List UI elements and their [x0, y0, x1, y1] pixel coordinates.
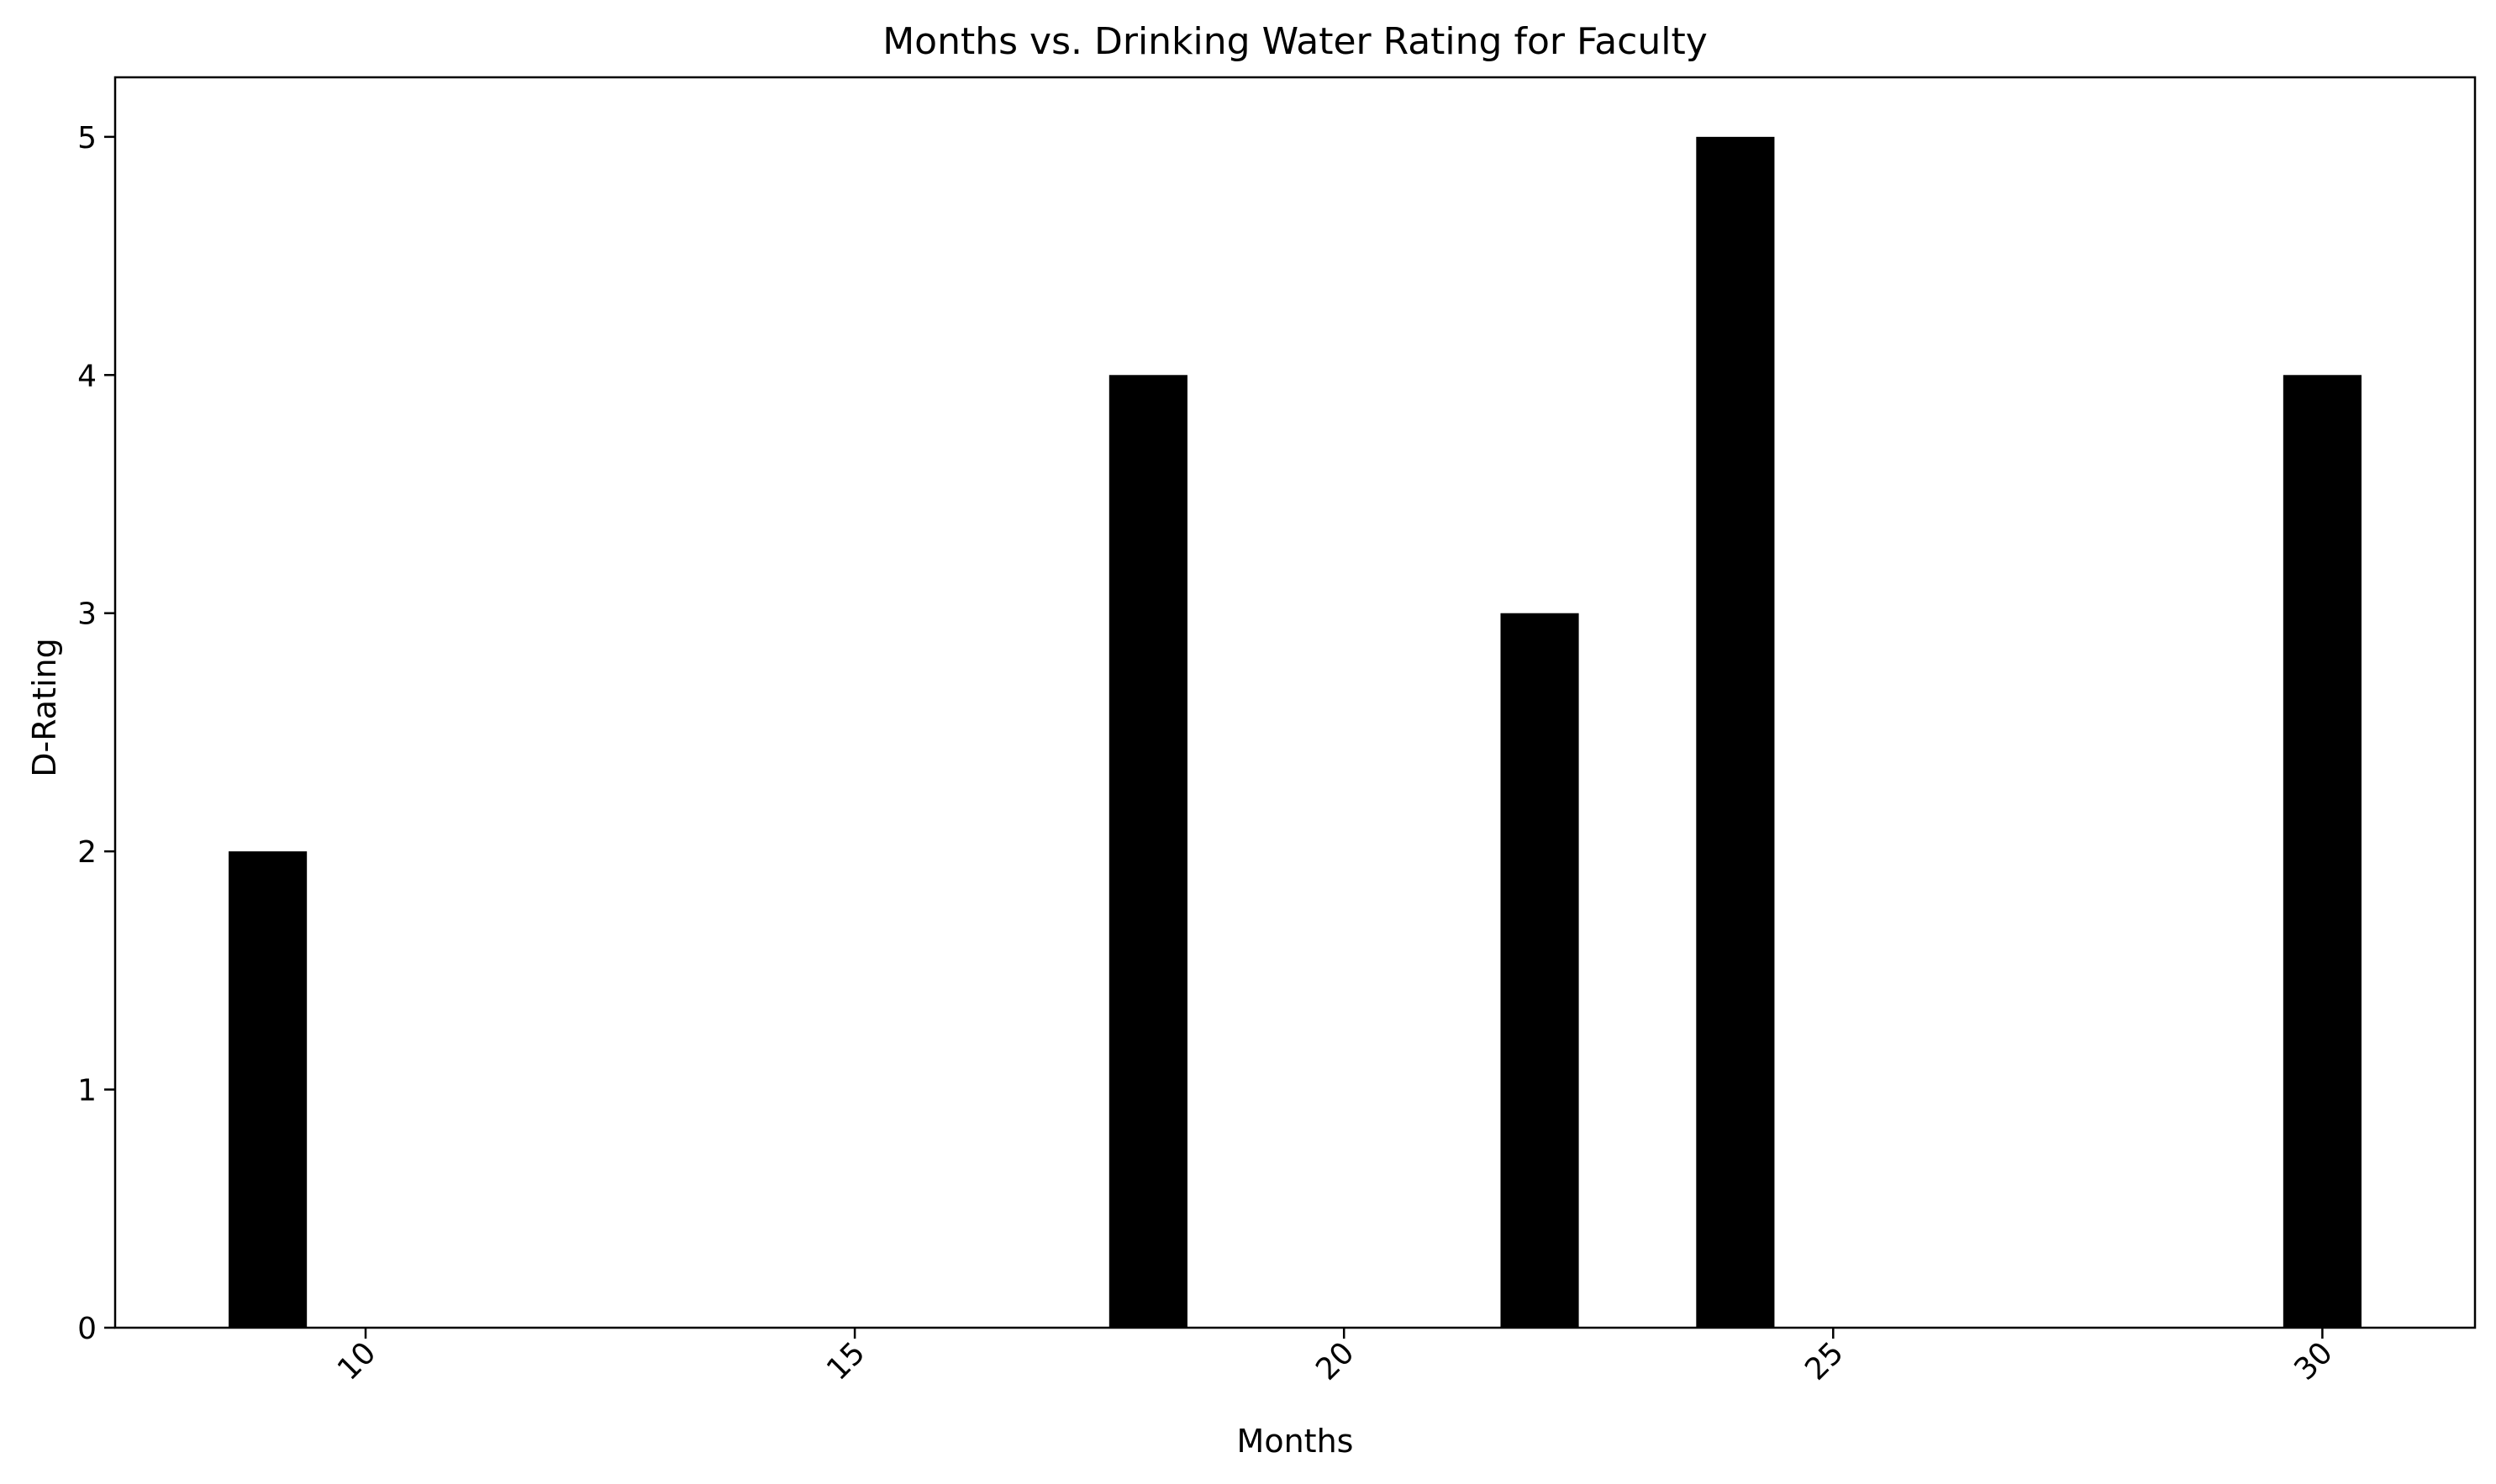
y-tick-label: 0	[77, 1312, 97, 1346]
x-tick-label: 10	[331, 1335, 382, 1387]
x-tick-label: 30	[2288, 1335, 2339, 1387]
y-tick-label: 2	[77, 835, 97, 870]
plot-frame	[113, 76, 2477, 1329]
bar-month-22	[1500, 613, 1579, 1328]
x-tick-label: 20	[1309, 1335, 1361, 1387]
x-axis-label: Months	[1237, 1423, 1354, 1460]
bar-month-24	[1696, 136, 1775, 1328]
x-tick-label: 25	[1798, 1335, 1850, 1387]
y-tick-label: 3	[77, 597, 97, 632]
y-tick-label: 4	[77, 359, 97, 393]
y-axis-label: D-Rating	[26, 638, 63, 777]
y-tick-label: 5	[77, 121, 97, 155]
bars	[229, 136, 2362, 1329]
bar-month-30	[2283, 375, 2362, 1329]
x-tick-label: 15	[820, 1335, 871, 1387]
y-axis-ticks: 0 1 2 3 4 5	[77, 121, 115, 1346]
chart-title: Months vs. Drinking Water Rating for Fac…	[882, 20, 1708, 63]
bar-month-9	[229, 851, 308, 1328]
bar-month-18	[1108, 375, 1187, 1329]
x-axis-ticks: 10 15 20 25 30	[331, 1328, 2340, 1387]
y-tick-label: 1	[77, 1074, 97, 1108]
